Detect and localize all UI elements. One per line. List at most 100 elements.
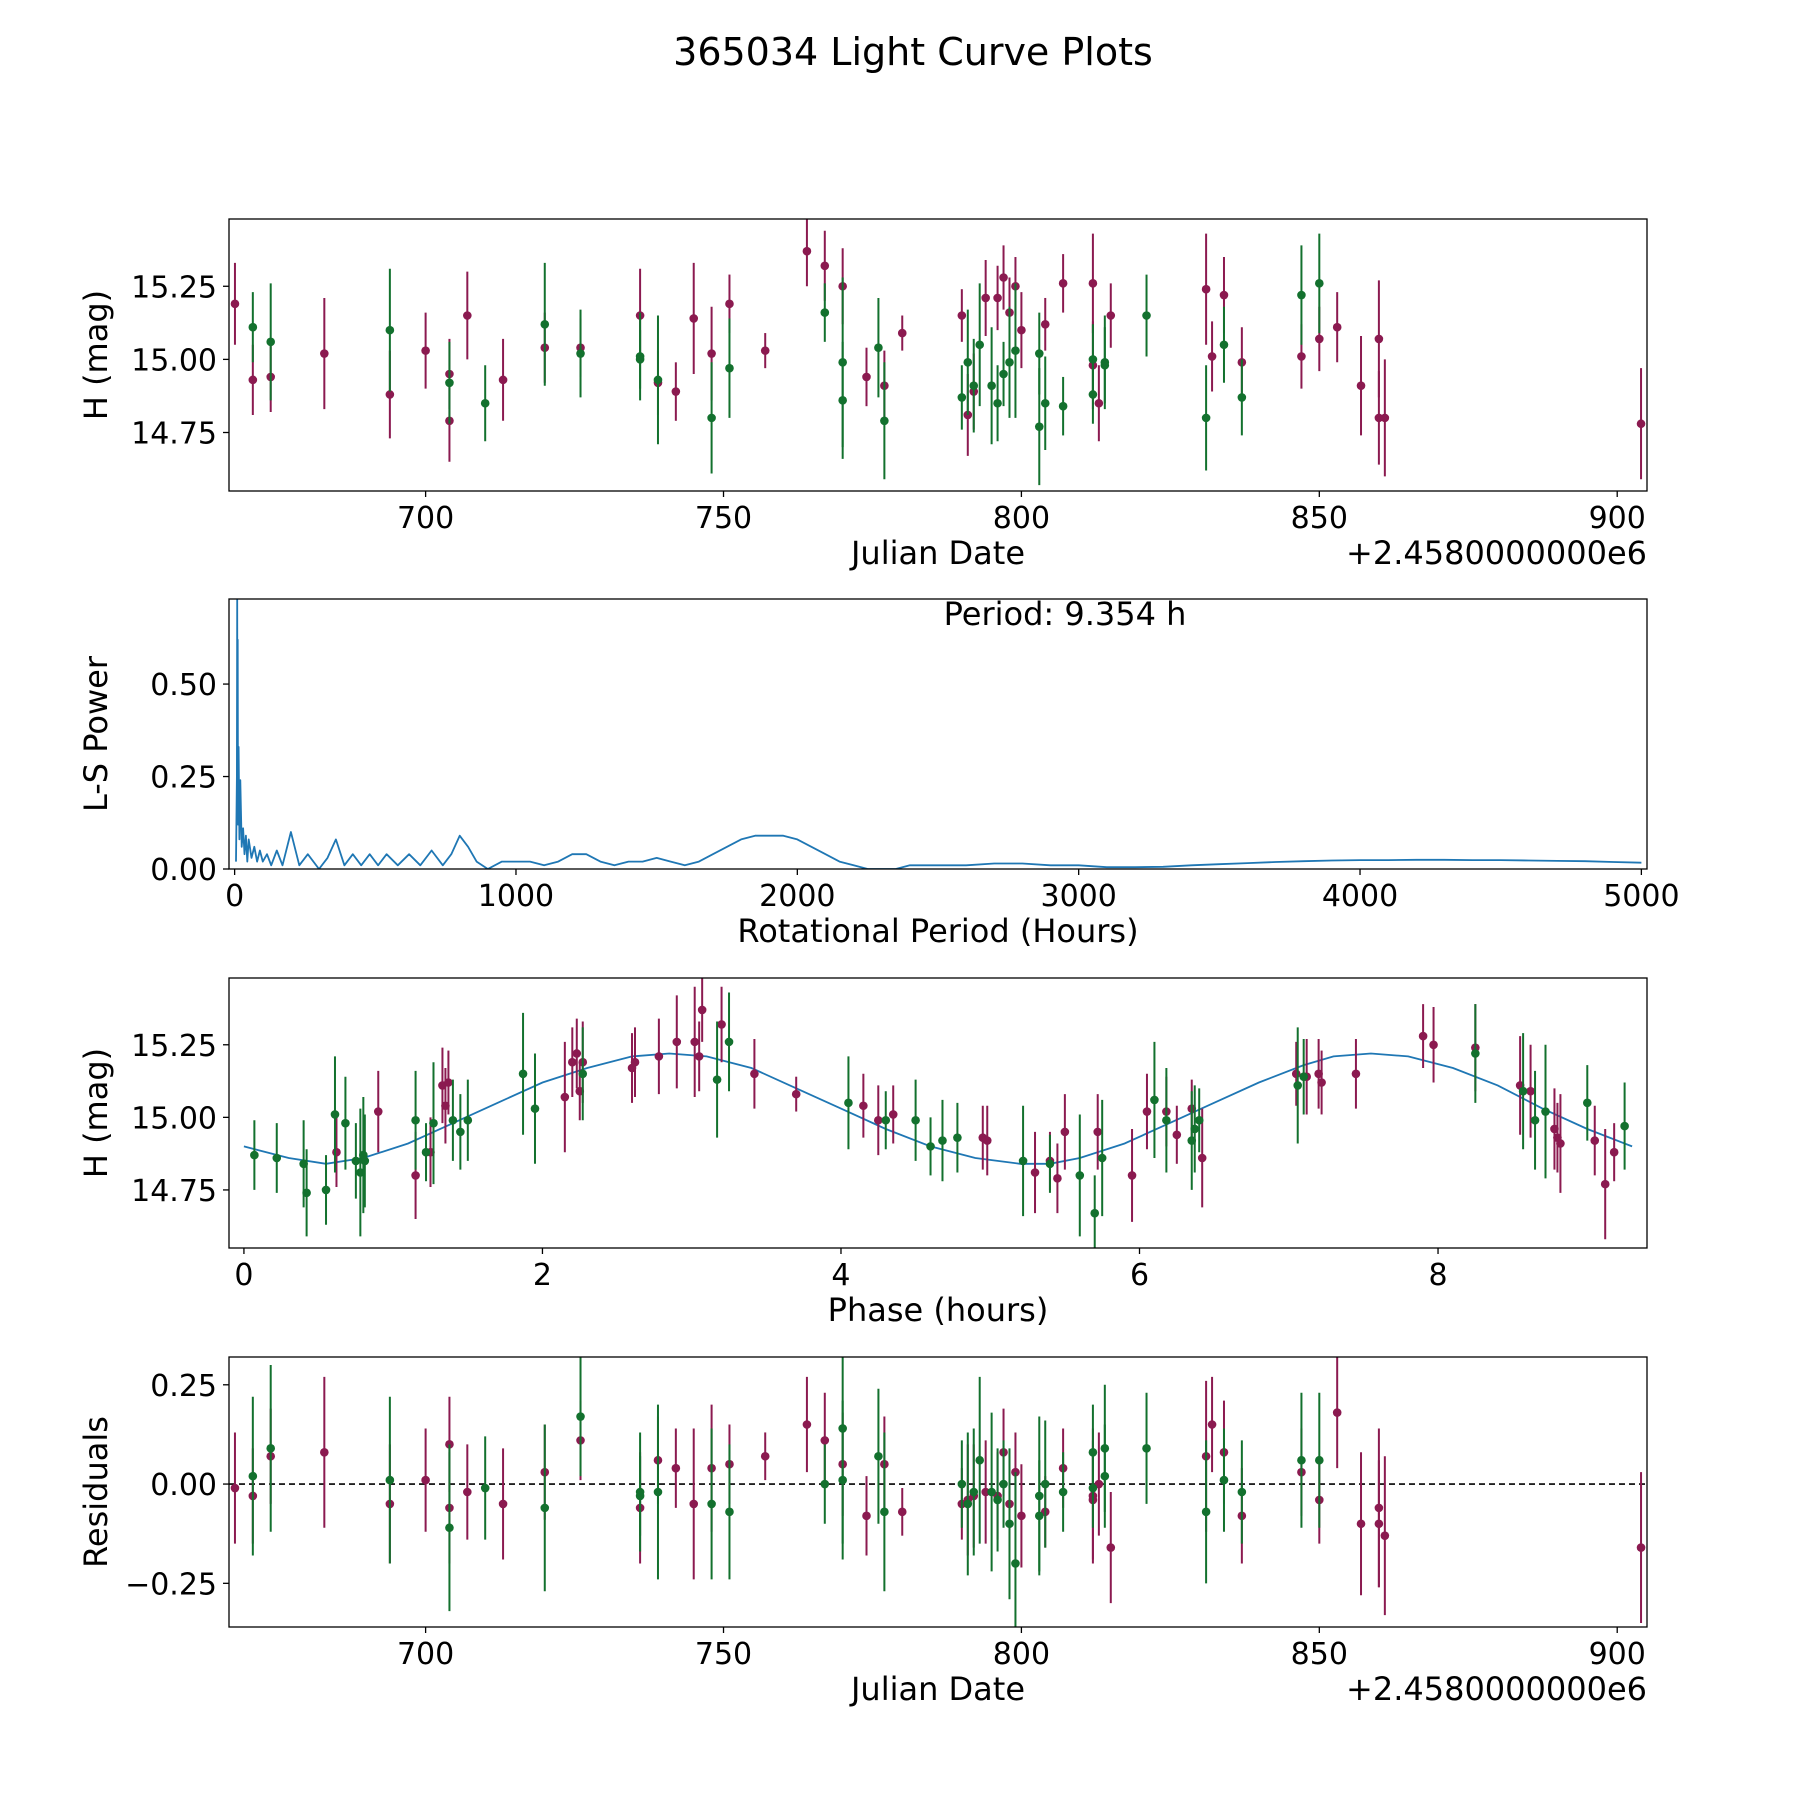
residuals-filter-2-point — [1011, 1559, 1020, 1568]
lightcurve-xtick-label: 750 — [695, 501, 752, 536]
lightcurve-filter-2-point — [725, 363, 734, 373]
lightcurve-filter-1-point — [1297, 352, 1306, 361]
residuals-filter-2-point — [707, 1499, 716, 1509]
lightcurve-filter-2-point — [707, 413, 716, 423]
periodogram-xtick-label: 3000 — [1040, 879, 1116, 914]
periodogram-xtick-label: 2000 — [759, 879, 835, 914]
phasefold-filter-2-point — [1090, 1208, 1100, 1218]
phasefold-filter-2-point — [1530, 1115, 1540, 1125]
periodogram-ytick-label: 0.25 — [150, 761, 217, 796]
residuals-filter-2-point — [1142, 1444, 1151, 1453]
residuals-filter-2-point — [1088, 1447, 1098, 1457]
residuals-filter-2-point — [248, 1471, 258, 1481]
lightcurve-filter-2-point — [1034, 349, 1044, 358]
lightcurve-ytick-label: 15.25 — [131, 270, 217, 305]
lightcurve-filter-1-point — [1106, 311, 1116, 320]
phasefold-filter-2-point — [456, 1127, 465, 1137]
lightcurve-filter-1-point — [1017, 325, 1026, 335]
residuals-filter-2-point — [1034, 1511, 1044, 1521]
residuals-panel: 700 750 800 850 900 −0.25 0.00 0.25 Julian Date R… — [77, 1356, 1648, 1708]
residuals-filter-2-point — [266, 1444, 276, 1453]
phasefold-filter-1-point — [1197, 1153, 1207, 1163]
phasefold-filter-1-point — [1172, 1130, 1182, 1140]
residuals-filter-1-point — [1017, 1511, 1026, 1521]
phasefold-filter-1-point — [888, 1110, 898, 1119]
lightcurve-filter-1-point — [1058, 279, 1068, 288]
phasefold-filter-2-point — [341, 1118, 350, 1128]
phasefold-filter-2-point — [1150, 1095, 1159, 1105]
phasefold-filter-2-point — [272, 1153, 282, 1163]
lightcurve-filter-1-point — [1374, 334, 1384, 344]
residuals-filter-1-point — [671, 1463, 681, 1473]
lightcurve-filter-2-point — [1088, 390, 1098, 399]
phasefold-filter-1-point — [444, 1078, 453, 1087]
residuals-filter-1-point — [445, 1440, 454, 1449]
residuals-filter-2-point — [963, 1499, 973, 1509]
lightcurve-filter-2-point — [1237, 393, 1247, 402]
periodogram-xtick-label: 4000 — [1322, 879, 1398, 914]
lightcurve-filter-2-point — [1088, 355, 1098, 364]
phasefold-xtick-label: 4 — [831, 1258, 850, 1293]
phasefold-filter-2-point — [1097, 1153, 1107, 1163]
periodogram-annotation: Period: 9.354 h — [944, 595, 1187, 633]
phasefold-filter-1-point — [1526, 1086, 1535, 1096]
residuals-filter-1-point — [1374, 1503, 1384, 1513]
phasefold-filter-2-point — [429, 1118, 438, 1128]
lightcurve-filter-1-point — [320, 349, 329, 358]
lightcurve-xtick-label: 700 — [397, 501, 454, 536]
phasefold-filter-1-point — [560, 1092, 570, 1102]
phasefold-frame — [228, 977, 1648, 1249]
phasefold-filter-2-point — [926, 1142, 935, 1151]
phasefold-filter-1-point — [717, 1020, 726, 1029]
residuals-filter-1-point — [421, 1475, 430, 1485]
residuals-xtick-label: 700 — [397, 1637, 454, 1672]
phasefold-model-curve — [243, 1052, 1633, 1165]
residuals-filter-1-point — [689, 1499, 699, 1509]
phasefold-filter-2-point — [1541, 1107, 1550, 1116]
phasefold-filter-1-point — [1127, 1171, 1137, 1180]
phasefold-filter-1-point — [1429, 1040, 1438, 1050]
phasefold-filter-2-point — [448, 1115, 458, 1125]
residuals-filter-2-point — [480, 1483, 490, 1493]
phasefold-filter-2-point — [938, 1136, 947, 1145]
residuals-filter-1-point — [1332, 1408, 1342, 1417]
lightcurve-xtick-label: 850 — [1291, 501, 1348, 536]
lightcurve-frame — [228, 218, 1648, 492]
lightcurve-filter-2-point — [266, 337, 276, 347]
residuals-filter-2-point — [1005, 1519, 1014, 1529]
residuals-filter-1-point — [1356, 1519, 1366, 1529]
residuals-filter-2-point — [445, 1523, 454, 1533]
residuals-filter-1-point — [463, 1487, 472, 1497]
lightcurve-filter-1-point — [1332, 322, 1342, 332]
residuals-filter-2-point — [969, 1487, 979, 1497]
lightcurve-filter-2-point — [1315, 279, 1324, 288]
lightcurve-panel: 700 750 800 850 900 14.75 15.00 15.25 Julian Dat… — [77, 218, 1648, 572]
lightcurve-filter-1-point — [689, 314, 699, 323]
phasefold-filter-1-point — [1351, 1069, 1361, 1079]
lightcurve-filter-2-point — [957, 393, 967, 402]
lightcurve-filter-1-point — [725, 299, 734, 309]
residuals-filter-2-point — [993, 1495, 1002, 1505]
lightcurve-filter-1-point — [248, 375, 258, 385]
lightcurve-filter-2-point — [993, 398, 1002, 408]
residuals-xtick-label: 750 — [695, 1637, 752, 1672]
lightcurve-filter-1-point — [1356, 381, 1366, 391]
lightcurve-filter-1-point — [897, 328, 907, 338]
phasefold-xtick-label: 0 — [234, 1258, 253, 1293]
lightcurve-xlabel: Julian Date — [849, 534, 1025, 572]
lightcurve-filter-2-point — [1142, 311, 1151, 320]
lightcurve-filter-1-point — [1094, 398, 1104, 408]
residuals-frame — [228, 1356, 1648, 1628]
residuals-filter-2-point — [635, 1491, 645, 1501]
phasefold-filter-1-point — [411, 1171, 420, 1180]
lightcurve-filter-2-point — [445, 378, 454, 388]
lightcurve-filter-2-point — [248, 322, 258, 332]
phasefold-filter-1-point — [1291, 1069, 1301, 1079]
residuals-filter-1-point — [897, 1507, 907, 1517]
phasefold-filter-1-point — [1317, 1078, 1326, 1087]
lightcurve-filter-2-point — [820, 308, 830, 317]
phasefold-filter-2-point — [1190, 1124, 1200, 1134]
periodogram-xlabel: Rotational Period (Hours) — [737, 912, 1138, 950]
